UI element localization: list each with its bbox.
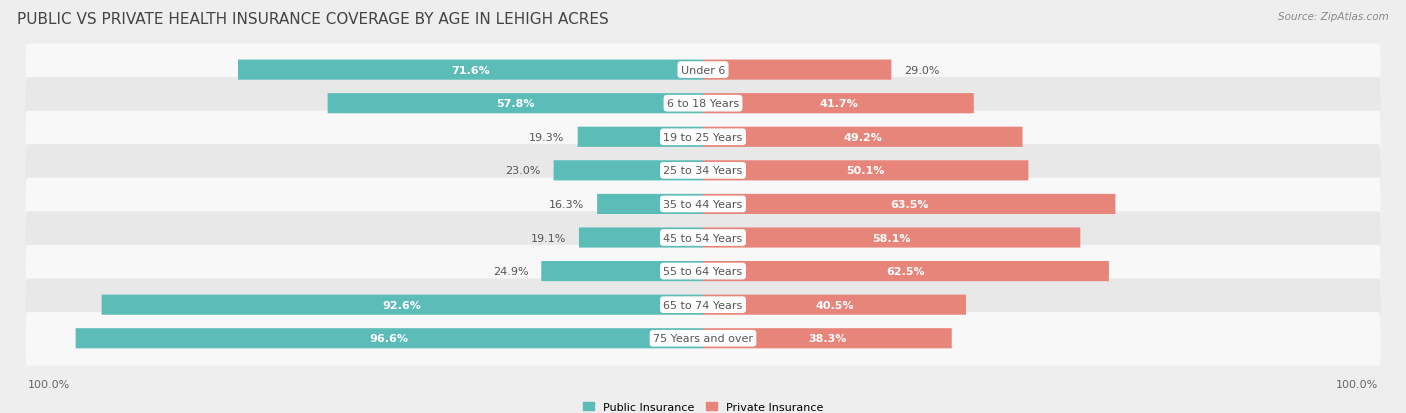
FancyBboxPatch shape — [703, 228, 1080, 248]
Text: 92.6%: 92.6% — [382, 300, 422, 310]
FancyBboxPatch shape — [328, 94, 703, 114]
Text: 96.6%: 96.6% — [370, 333, 409, 344]
Text: 40.5%: 40.5% — [815, 300, 853, 310]
Legend: Public Insurance, Private Insurance: Public Insurance, Private Insurance — [579, 397, 827, 413]
Text: 35 to 44 Years: 35 to 44 Years — [664, 199, 742, 209]
Text: 75 Years and over: 75 Years and over — [652, 333, 754, 344]
FancyBboxPatch shape — [25, 44, 1381, 98]
Text: 16.3%: 16.3% — [548, 199, 583, 209]
Text: 38.3%: 38.3% — [808, 333, 846, 344]
FancyBboxPatch shape — [578, 127, 703, 147]
FancyBboxPatch shape — [703, 195, 1115, 214]
Text: 19 to 25 Years: 19 to 25 Years — [664, 133, 742, 142]
FancyBboxPatch shape — [25, 212, 1381, 266]
FancyBboxPatch shape — [703, 127, 1022, 147]
FancyBboxPatch shape — [238, 60, 703, 81]
Text: 100.0%: 100.0% — [1336, 379, 1378, 389]
FancyBboxPatch shape — [703, 161, 1028, 181]
Text: 19.3%: 19.3% — [529, 133, 565, 142]
FancyBboxPatch shape — [598, 195, 703, 214]
FancyBboxPatch shape — [703, 328, 952, 349]
Text: Source: ZipAtlas.com: Source: ZipAtlas.com — [1278, 12, 1389, 22]
Text: 49.2%: 49.2% — [844, 133, 882, 142]
Text: 24.9%: 24.9% — [492, 266, 529, 276]
Text: 25 to 34 Years: 25 to 34 Years — [664, 166, 742, 176]
Text: PUBLIC VS PRIVATE HEALTH INSURANCE COVERAGE BY AGE IN LEHIGH ACRES: PUBLIC VS PRIVATE HEALTH INSURANCE COVER… — [17, 12, 609, 27]
Text: 100.0%: 100.0% — [28, 379, 70, 389]
Text: 62.5%: 62.5% — [887, 266, 925, 276]
FancyBboxPatch shape — [25, 112, 1381, 165]
Text: 58.1%: 58.1% — [872, 233, 911, 243]
FancyBboxPatch shape — [703, 94, 974, 114]
Text: 29.0%: 29.0% — [904, 65, 939, 76]
Text: 50.1%: 50.1% — [846, 166, 884, 176]
Text: Under 6: Under 6 — [681, 65, 725, 76]
FancyBboxPatch shape — [703, 60, 891, 81]
Text: 63.5%: 63.5% — [890, 199, 928, 209]
Text: 23.0%: 23.0% — [505, 166, 541, 176]
FancyBboxPatch shape — [25, 178, 1381, 232]
FancyBboxPatch shape — [25, 245, 1381, 299]
FancyBboxPatch shape — [579, 228, 703, 248]
FancyBboxPatch shape — [25, 312, 1381, 366]
FancyBboxPatch shape — [101, 295, 703, 315]
FancyBboxPatch shape — [703, 261, 1109, 282]
FancyBboxPatch shape — [703, 295, 966, 315]
Text: 65 to 74 Years: 65 to 74 Years — [664, 300, 742, 310]
Text: 55 to 64 Years: 55 to 64 Years — [664, 266, 742, 276]
Text: 6 to 18 Years: 6 to 18 Years — [666, 99, 740, 109]
Text: 19.1%: 19.1% — [530, 233, 567, 243]
FancyBboxPatch shape — [25, 279, 1381, 332]
Text: 41.7%: 41.7% — [820, 99, 858, 109]
FancyBboxPatch shape — [541, 261, 703, 282]
Text: 57.8%: 57.8% — [496, 99, 534, 109]
FancyBboxPatch shape — [25, 145, 1381, 198]
Text: 45 to 54 Years: 45 to 54 Years — [664, 233, 742, 243]
FancyBboxPatch shape — [25, 78, 1381, 131]
Text: 71.6%: 71.6% — [451, 65, 489, 76]
FancyBboxPatch shape — [76, 328, 703, 349]
FancyBboxPatch shape — [554, 161, 703, 181]
